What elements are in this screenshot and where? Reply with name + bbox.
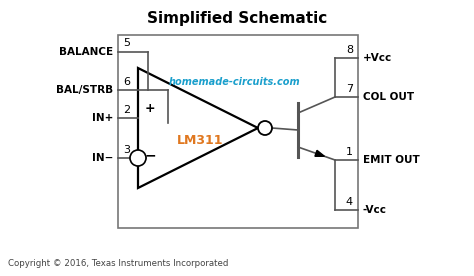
Text: 3: 3	[123, 145, 130, 155]
Text: BAL/STRB: BAL/STRB	[56, 85, 113, 95]
Text: 7: 7	[346, 84, 353, 94]
Text: Copyright © 2016, Texas Instruments Incorporated: Copyright © 2016, Texas Instruments Inco…	[8, 259, 228, 269]
Bar	[118, 35, 358, 228]
Text: BALANCE: BALANCE	[59, 47, 113, 57]
Polygon shape	[138, 68, 258, 188]
Text: 4: 4	[346, 197, 353, 207]
Text: 8: 8	[346, 45, 353, 55]
Text: 6: 6	[123, 77, 130, 87]
Text: 5: 5	[123, 38, 130, 48]
Text: 2: 2	[123, 105, 130, 115]
Text: Simplified Schematic: Simplified Schematic	[147, 10, 327, 25]
Text: EMIT OUT: EMIT OUT	[363, 155, 420, 165]
Circle shape	[258, 121, 272, 135]
Text: IN−: IN−	[91, 153, 113, 163]
Text: -Vcc: -Vcc	[363, 205, 387, 215]
Text: LM311: LM311	[177, 134, 223, 147]
Text: IN+: IN+	[91, 113, 113, 123]
Text: homemade-circuits.com: homemade-circuits.com	[169, 77, 301, 87]
Text: +: +	[145, 102, 155, 115]
Circle shape	[130, 150, 146, 166]
Text: +Vcc: +Vcc	[363, 53, 392, 63]
Polygon shape	[315, 150, 324, 156]
Text: 1: 1	[346, 147, 353, 157]
Text: COL OUT: COL OUT	[363, 92, 414, 102]
Text: −: −	[144, 148, 156, 162]
